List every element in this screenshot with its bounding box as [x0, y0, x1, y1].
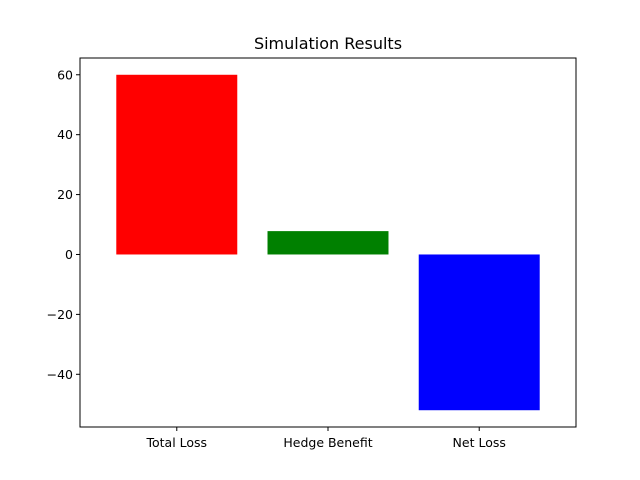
y-tick-label: 20: [57, 187, 73, 202]
x-tick-label: Hedge Benefit: [283, 435, 372, 450]
x-tick-label: Net Loss: [453, 435, 506, 450]
y-tick-label: 40: [57, 127, 73, 142]
bars-layer: [116, 74, 540, 411]
bar-net-loss: [418, 254, 540, 411]
bar-total-loss: [116, 74, 238, 255]
y-tick-label: −20: [47, 307, 73, 322]
x-tick-label: Total Loss: [145, 435, 207, 450]
bar-hedge-benefit: [267, 231, 389, 255]
y-tick-label: −40: [47, 367, 73, 382]
axes-layer: −40 −20 0 20 40 60 Total Loss Hedge Benefit Net …: [47, 57, 577, 450]
chart-title: Simulation Results: [254, 34, 402, 53]
y-tick-label: 0: [65, 247, 73, 262]
y-tick-label: 60: [57, 67, 73, 82]
